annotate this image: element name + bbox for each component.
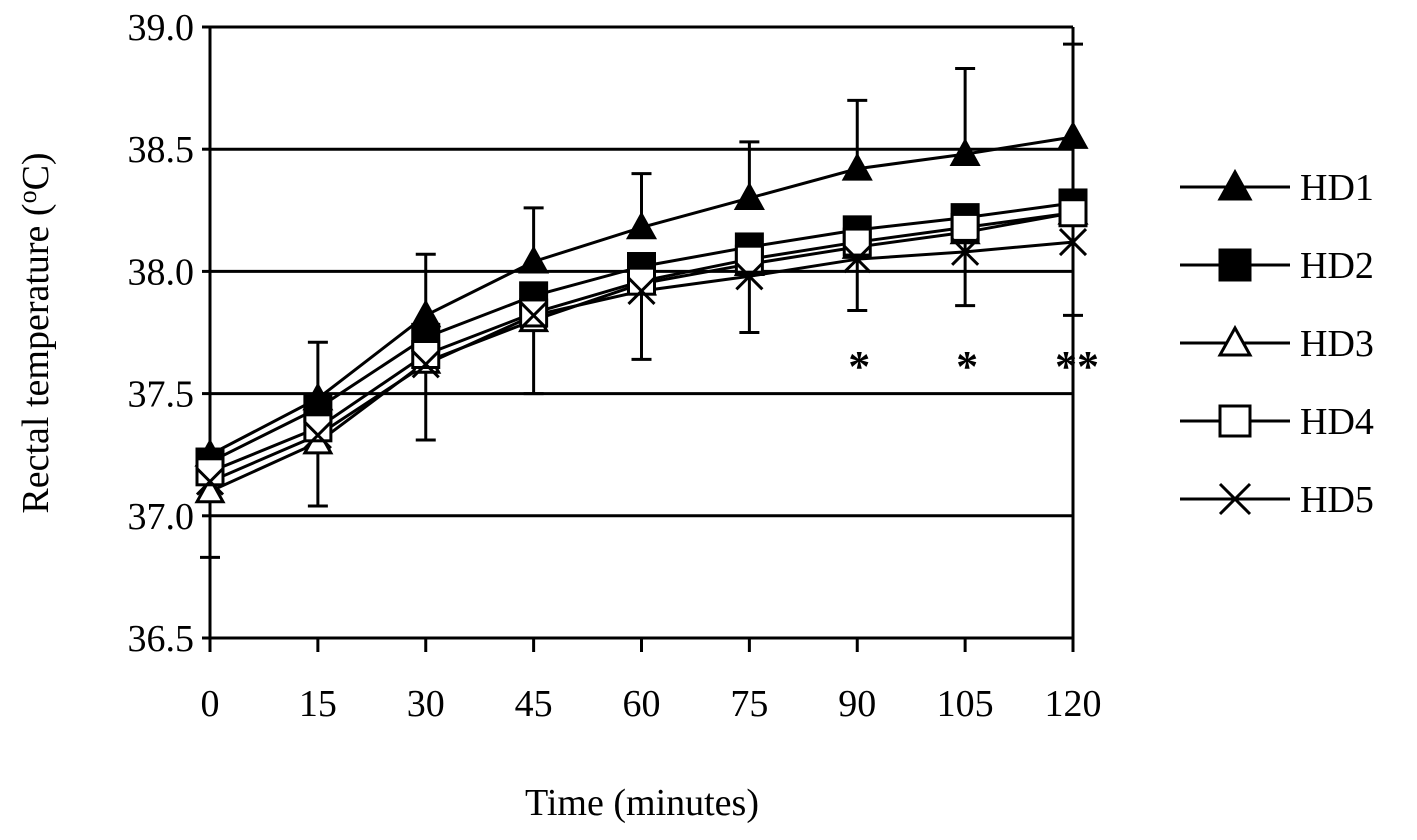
point-HD1-75 xyxy=(733,181,765,210)
point-HD1-45 xyxy=(518,245,550,274)
point-HD5-90 xyxy=(843,245,872,274)
x-tick-label-2: 30 xyxy=(407,683,445,725)
legend-marker-HD4 xyxy=(1218,404,1252,438)
point-HD4-45 xyxy=(519,298,549,328)
x-tick-label-7: 105 xyxy=(937,683,994,725)
y-tick-label-3: 38.0 xyxy=(128,251,195,293)
y-tick-label-1: 37.0 xyxy=(128,496,195,538)
point-HD5-120-stroke-b xyxy=(1058,228,1088,257)
legend-label-HD3: HD3 xyxy=(1300,323,1374,365)
legend-entry-HD5: HD5 xyxy=(1180,479,1374,521)
legend-label-HD1: HD1 xyxy=(1300,167,1374,209)
legend-marker-HD5 xyxy=(1218,482,1252,516)
legend: HD1 HD2 HD3 HD4 HD5 xyxy=(1180,167,1374,521)
point-HD5-60 xyxy=(627,276,656,306)
x-tick-label-6: 90 xyxy=(838,683,876,725)
point-HD1-90 xyxy=(841,152,873,181)
x-tick-label-1: 15 xyxy=(299,683,337,725)
point-HD5-30-stroke-b xyxy=(411,350,440,379)
x-axis-title: Time (minutes) xyxy=(525,782,759,824)
x-tick-label-8: 120 xyxy=(1045,683,1102,725)
y-tick-label-5: 39.0 xyxy=(128,7,195,49)
point-HD4-105 xyxy=(950,212,980,242)
y-tick-label-4: 38.5 xyxy=(128,129,195,171)
point-HD5-45 xyxy=(519,301,548,330)
legend-marker-HD5-stroke-b xyxy=(1218,482,1252,516)
legend-marker-HD2 xyxy=(1218,248,1252,282)
point-HD1-60 xyxy=(625,211,658,240)
y-axis-title-text: Rectal temperature ( xyxy=(15,203,57,513)
y-axis-title-superscript: o xyxy=(13,190,42,203)
point-HD5-105-stroke-b xyxy=(951,237,980,266)
legend-entry-HD3: HD3 xyxy=(1180,323,1374,365)
point-HD5-105 xyxy=(951,237,980,266)
x-tick-label-4: 60 xyxy=(623,683,661,725)
errorbar-layer xyxy=(200,42,1083,559)
point-HD4-120 xyxy=(1058,198,1088,228)
legend-marker-HD3 xyxy=(1217,324,1253,357)
legend-entry-HD2: HD2 xyxy=(1180,245,1374,287)
markers-layer xyxy=(194,120,1089,504)
point-HD5-45-stroke-b xyxy=(519,301,548,330)
point-HD5-30 xyxy=(411,350,440,379)
y-axis-title-unit: C) xyxy=(15,152,57,190)
legend-label-HD4: HD4 xyxy=(1300,401,1374,443)
axis-layer: 36.5 37.0 37.5 38.0 38.5 39.0 0 15 30 45 60 75 90 105… xyxy=(128,7,1102,725)
legend-entry-HD4: HD4 xyxy=(1180,401,1374,443)
point-HD5-75-stroke-b xyxy=(735,262,764,291)
point-HD1-30 xyxy=(410,299,442,328)
x-tick-label-3: 45 xyxy=(515,683,553,725)
x-tick-label-5: 75 xyxy=(730,683,768,725)
point-HD5-0 xyxy=(195,467,225,496)
point-HD1-105 xyxy=(949,137,981,166)
annotations-layer: * * ** xyxy=(848,342,1099,391)
significance-marker-2: ** xyxy=(1055,342,1099,391)
point-HD5-90-stroke-b xyxy=(843,245,872,274)
significance-marker-1: * xyxy=(956,342,978,391)
y-axis-title: Rectal temperature (oC) xyxy=(13,152,57,513)
x-tick-label-0: 0 xyxy=(201,683,220,725)
legend-label-HD5: HD5 xyxy=(1300,479,1374,521)
significance-marker-0: * xyxy=(848,342,870,391)
point-HD5-0-stroke-b xyxy=(195,467,225,496)
point-HD5-60-stroke-b xyxy=(627,276,656,306)
y-tick-label-2: 37.5 xyxy=(128,374,195,416)
point-HD5-15-stroke-b xyxy=(303,421,332,450)
legend-marker-HD1 xyxy=(1217,168,1253,201)
point-HD5-75 xyxy=(735,262,764,291)
y-tick-label-0: 36.5 xyxy=(128,618,195,660)
legend-label-HD2: HD2 xyxy=(1300,245,1374,287)
legend-entry-HD1: HD1 xyxy=(1180,167,1374,209)
point-HD1-120 xyxy=(1057,120,1089,149)
point-HD5-15 xyxy=(303,421,332,450)
point-HD5-120 xyxy=(1058,228,1088,257)
